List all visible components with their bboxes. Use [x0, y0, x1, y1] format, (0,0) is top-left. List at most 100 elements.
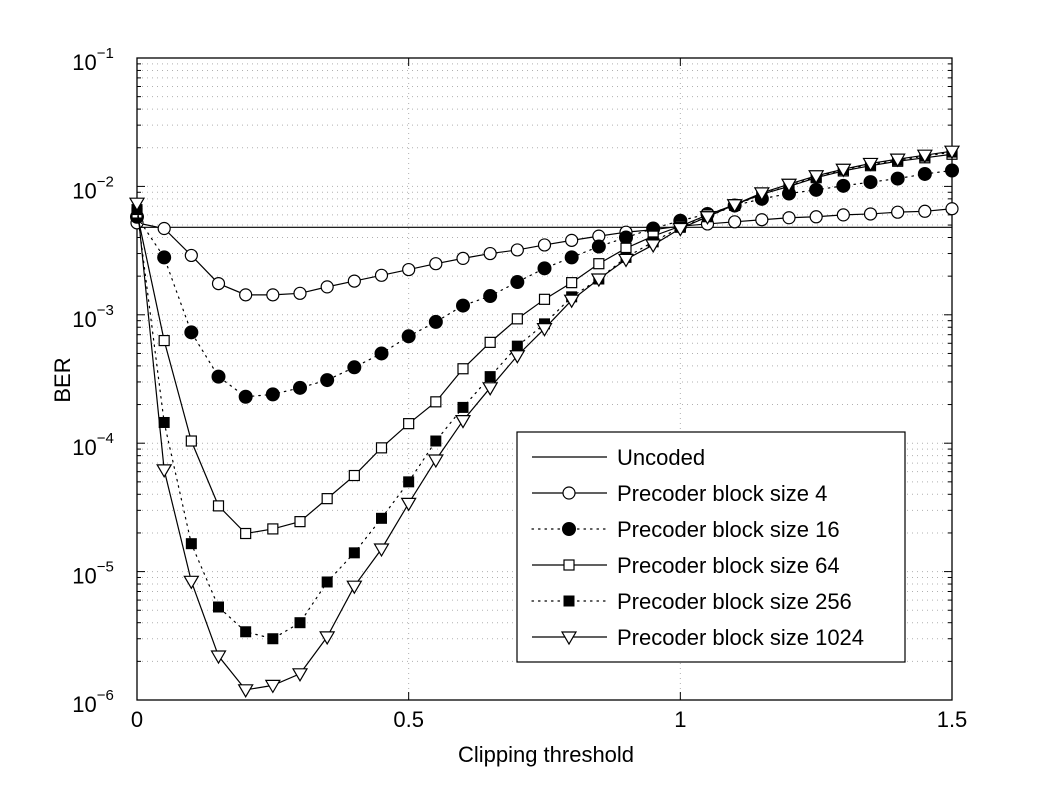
data-point [943, 145, 961, 160]
x-tick-label: 1.5 [937, 707, 968, 732]
legend-label: Precoder block size 4 [617, 481, 827, 506]
data-point [809, 182, 824, 197]
legend-marker [563, 595, 575, 607]
y-axis-label: BER [50, 357, 75, 402]
legend-entry: Precoder block size 16 [531, 517, 840, 542]
x-tick-label: 0.5 [393, 707, 424, 732]
data-point [128, 197, 146, 212]
data-point [237, 684, 254, 699]
data-point [593, 258, 605, 270]
data-point [889, 153, 906, 168]
data-point [916, 149, 933, 164]
data-point [672, 222, 689, 237]
data-point [484, 371, 496, 383]
data-point [836, 178, 851, 193]
legend-label: Precoder block size 16 [617, 517, 840, 542]
data-point [267, 633, 279, 645]
y-tick-label: 10−1 [72, 45, 114, 75]
data-point [347, 274, 361, 288]
data-point [156, 464, 173, 479]
y-tick-label: 10−3 [72, 302, 114, 332]
data-point [376, 512, 387, 524]
data-point [348, 547, 360, 559]
data-point [510, 275, 525, 290]
data-point [755, 213, 769, 227]
legend-label: Precoder block size 1024 [617, 625, 864, 650]
legend-marker [562, 522, 576, 536]
data-point [753, 187, 770, 202]
data-point [346, 580, 363, 595]
legend-label: Uncoded [617, 445, 705, 470]
data-point [402, 262, 416, 277]
data-point [265, 387, 280, 402]
data-point [890, 171, 905, 186]
series [128, 145, 961, 699]
data-point [427, 454, 444, 469]
data-point [158, 334, 170, 347]
data-point [918, 204, 932, 218]
data-point [403, 476, 415, 488]
data-point [428, 314, 443, 329]
data-point [456, 251, 470, 265]
data-point [240, 527, 252, 540]
data-point [836, 208, 850, 222]
data-point [294, 516, 306, 528]
legend-marker [560, 631, 578, 646]
data-point [563, 294, 580, 309]
data-point [620, 242, 632, 254]
data-point [917, 166, 932, 181]
series-5 [128, 145, 961, 699]
data-point [699, 211, 716, 225]
data-point [617, 253, 635, 268]
data-point [862, 157, 879, 172]
legend-marker [563, 559, 575, 571]
data-point [211, 369, 226, 384]
data-point [780, 178, 798, 193]
data-point [183, 575, 200, 590]
data-point [266, 288, 280, 302]
data-point [429, 257, 443, 271]
y-tick-label: 10−5 [72, 559, 114, 589]
data-point [809, 210, 823, 224]
data-point [457, 363, 469, 375]
data-point [566, 277, 578, 289]
data-point [319, 631, 336, 646]
legend-entry: Uncoded [532, 445, 705, 470]
data-point [212, 500, 225, 512]
data-point [454, 414, 472, 429]
data-point [267, 523, 279, 535]
x-tick-label: 0 [131, 707, 143, 732]
data-point [375, 442, 388, 454]
data-point [403, 418, 415, 430]
data-point [293, 380, 307, 395]
data-point [211, 276, 226, 291]
data-point [619, 230, 633, 245]
data-point [835, 163, 852, 178]
data-point [945, 163, 959, 178]
data-point [184, 325, 199, 340]
data-point [374, 346, 389, 361]
data-point [509, 350, 526, 364]
data-point [728, 215, 742, 229]
data-point [484, 336, 496, 348]
legend-entry: Precoder block size 4 [532, 481, 827, 506]
data-point [213, 601, 224, 613]
data-point [158, 416, 170, 428]
data-point [511, 340, 523, 352]
data-point [510, 243, 524, 257]
data-point [264, 679, 281, 694]
x-tick-label: 1 [674, 707, 686, 732]
data-point [185, 435, 197, 447]
data-point [511, 313, 523, 325]
y-tick-label: 10−2 [72, 173, 114, 203]
data-point [321, 576, 333, 588]
data-point [591, 239, 606, 254]
data-point [374, 268, 389, 282]
data-point [210, 650, 227, 665]
data-point [782, 211, 796, 225]
data-point [185, 538, 197, 550]
data-point [726, 199, 743, 213]
data-point [538, 293, 551, 305]
legend-entry: Precoder block size 1024 [532, 625, 864, 650]
